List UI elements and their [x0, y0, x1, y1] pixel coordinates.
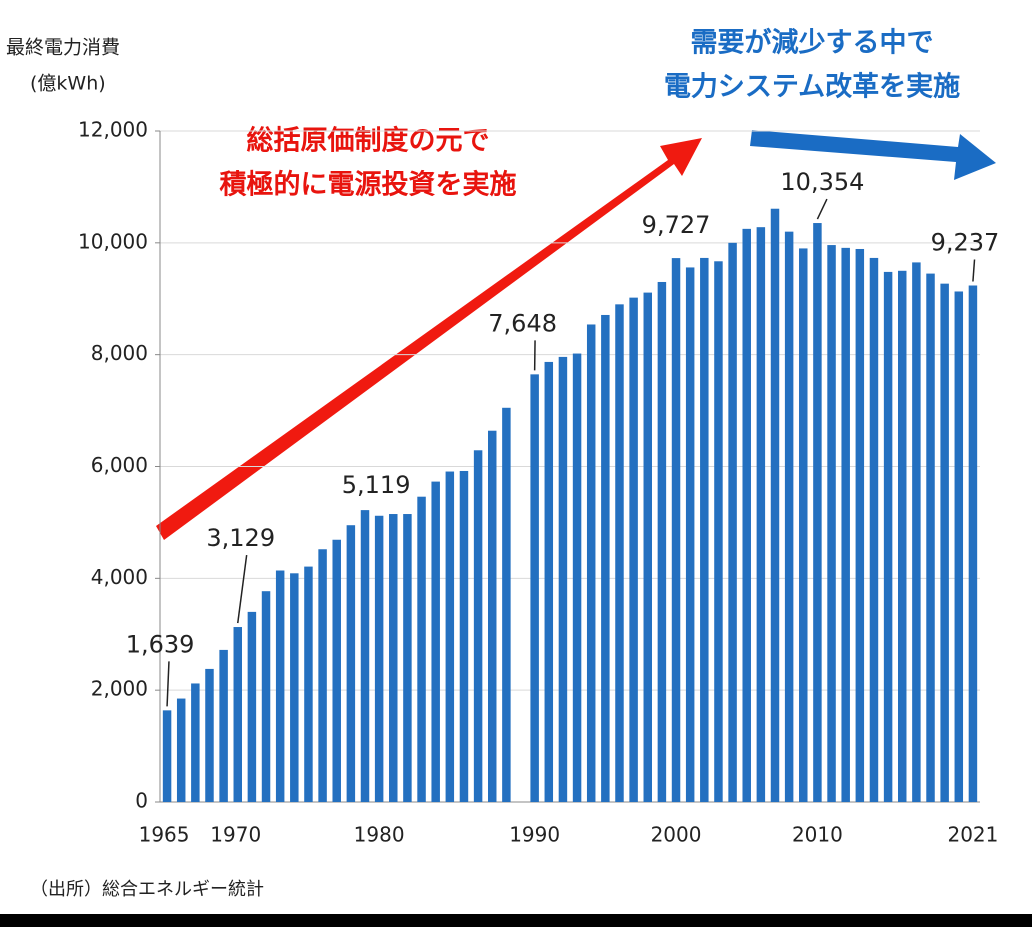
bar [912, 262, 920, 802]
bottom-band [0, 914, 1032, 927]
bar [177, 699, 185, 802]
bar [615, 304, 623, 802]
bar [799, 248, 807, 802]
bar [375, 516, 383, 802]
data-label: 9,237 [931, 228, 1000, 256]
bar [742, 229, 750, 802]
y-tick-label: 0 [135, 789, 148, 813]
bar [488, 431, 496, 802]
bar [700, 258, 708, 802]
bar [403, 514, 411, 802]
bar [276, 571, 284, 802]
x-tick-label: 2021 [947, 823, 998, 847]
bar [389, 514, 397, 802]
x-tick-label: 1980 [354, 823, 405, 847]
bar [573, 354, 581, 802]
bar [884, 272, 892, 802]
bar [332, 540, 340, 802]
data-label: 10,354 [780, 168, 864, 196]
bar [658, 282, 666, 802]
bar [205, 669, 213, 802]
x-tick-label: 1970 [210, 823, 261, 847]
bar [644, 293, 652, 802]
leader-line [167, 661, 169, 706]
x-tick-label: 2010 [792, 823, 843, 847]
data-label: 1,639 [126, 630, 195, 658]
data-label: 5,119 [342, 471, 411, 499]
bar [248, 612, 256, 802]
bar [262, 591, 270, 802]
bar [219, 650, 227, 802]
bar [785, 232, 793, 802]
bar [530, 374, 538, 802]
bar [163, 710, 171, 802]
y-tick-label: 4,000 [91, 565, 148, 589]
bar [955, 291, 963, 802]
y-tick-label: 2,000 [91, 677, 148, 701]
leader-line [817, 199, 827, 219]
bar [827, 245, 835, 802]
bar [728, 243, 736, 802]
y-axis-title: (億kWh) [30, 73, 106, 95]
data-label: 7,648 [488, 309, 557, 337]
leader-line [238, 555, 247, 623]
bar [234, 627, 242, 802]
bar [686, 267, 694, 802]
bar [559, 357, 567, 802]
bar [601, 315, 609, 802]
bar [545, 362, 553, 802]
bar [856, 249, 864, 802]
bar [672, 258, 680, 802]
bar [318, 549, 326, 802]
bar [870, 258, 878, 802]
bar [813, 223, 821, 802]
bar [629, 298, 637, 802]
bar [290, 573, 298, 802]
y-tick-label: 10,000 [78, 229, 148, 253]
bar [417, 497, 425, 802]
y-tick-label: 6,000 [91, 453, 148, 477]
bar [502, 408, 510, 802]
data-label: 3,129 [206, 524, 275, 552]
bar [757, 227, 765, 802]
bar [304, 567, 312, 802]
bar [191, 683, 199, 802]
bar [771, 209, 779, 802]
bar [969, 285, 977, 802]
bar [714, 261, 722, 802]
y-tick-label: 12,000 [78, 118, 148, 142]
annotation: 電力システム改革を実施 [664, 71, 960, 103]
annotation: 総括原価制度の元で [247, 125, 490, 157]
bar [841, 248, 849, 802]
bar [347, 525, 355, 802]
bar [940, 284, 948, 802]
bar [898, 271, 906, 802]
y-tick-label: 8,000 [91, 341, 148, 365]
y-axis-title: 最終電力消費 [6, 37, 120, 59]
x-tick-label: 1990 [509, 823, 560, 847]
bar [460, 471, 468, 802]
annotation: 需要が減少する中で [691, 27, 934, 59]
x-tick-label: 1965 [139, 823, 190, 847]
data-label: 9,727 [642, 211, 711, 239]
bar [474, 450, 482, 802]
bar [361, 510, 369, 802]
bar [926, 274, 934, 802]
x-tick-label: 2000 [651, 823, 702, 847]
bar [431, 482, 439, 802]
bar [587, 324, 595, 802]
annotation: 積極的に電源投資を実施 [220, 169, 517, 201]
source-note: （出所）総合エネルギー統計 [30, 879, 264, 900]
bar [446, 472, 454, 802]
leader-line [973, 259, 975, 281]
